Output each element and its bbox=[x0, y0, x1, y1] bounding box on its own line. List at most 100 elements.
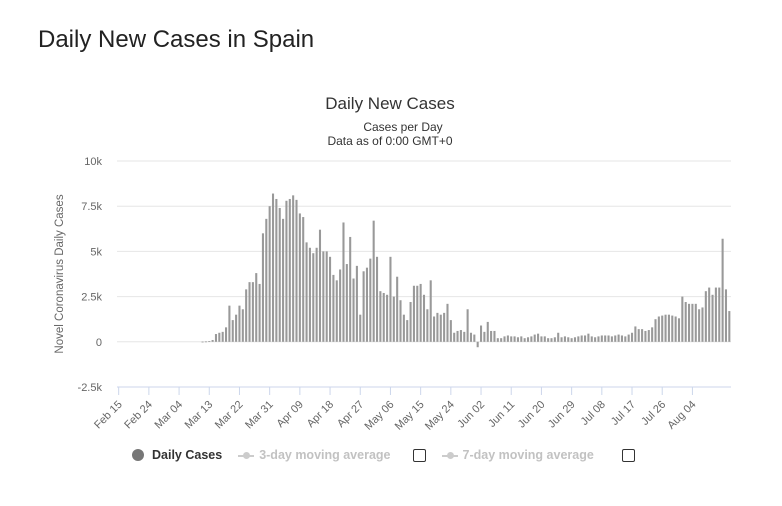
bar-daily-cases[interactable] bbox=[547, 338, 550, 342]
bar-daily-cases[interactable] bbox=[647, 330, 650, 342]
bar-daily-cases[interactable] bbox=[573, 337, 577, 342]
bar-daily-cases[interactable] bbox=[533, 334, 536, 342]
bar-daily-cases[interactable] bbox=[456, 330, 459, 342]
bar-daily-cases[interactable] bbox=[486, 321, 489, 342]
bar-daily-cases[interactable] bbox=[506, 335, 509, 342]
bar-daily-cases[interactable] bbox=[473, 334, 476, 342]
bar-daily-cases[interactable] bbox=[483, 331, 486, 342]
bar-daily-cases[interactable] bbox=[728, 311, 731, 342]
bar-daily-cases[interactable] bbox=[409, 302, 412, 342]
bar-daily-cases[interactable] bbox=[214, 334, 218, 342]
legend-item-7-day-average[interactable]: 7-day moving average bbox=[441, 448, 594, 462]
bar-daily-cases[interactable] bbox=[241, 309, 244, 342]
bar-daily-cases[interactable] bbox=[422, 294, 426, 342]
legend-item-3-day-average[interactable]: 3-day moving average bbox=[238, 448, 391, 462]
bar-daily-cases[interactable] bbox=[208, 341, 211, 342]
bar-daily-cases[interactable] bbox=[258, 283, 261, 342]
bar-daily-cases[interactable] bbox=[228, 305, 231, 342]
bar-daily-cases[interactable] bbox=[671, 315, 674, 342]
bar-daily-cases[interactable] bbox=[704, 291, 707, 342]
bar-daily-cases[interactable] bbox=[664, 314, 667, 342]
bar-daily-cases[interactable] bbox=[201, 341, 204, 343]
bar-daily-cases[interactable] bbox=[265, 218, 268, 342]
bar-daily-cases[interactable] bbox=[318, 229, 322, 342]
bar-daily-cases[interactable] bbox=[651, 327, 654, 342]
bar-daily-cases[interactable] bbox=[634, 326, 637, 342]
bar-daily-cases[interactable] bbox=[352, 278, 355, 342]
bar-daily-cases[interactable] bbox=[466, 309, 469, 342]
bar-daily-cases[interactable] bbox=[584, 335, 587, 342]
bar-daily-cases[interactable] bbox=[563, 336, 566, 342]
bar-daily-cases[interactable] bbox=[550, 338, 553, 342]
bar-daily-cases[interactable] bbox=[389, 256, 392, 342]
bar-daily-cases[interactable] bbox=[523, 338, 526, 342]
bar-daily-cases[interactable] bbox=[459, 330, 462, 342]
bar-daily-cases[interactable] bbox=[332, 274, 335, 342]
bar-daily-cases[interactable] bbox=[567, 337, 570, 342]
bar-daily-cases[interactable] bbox=[365, 267, 368, 342]
bar-daily-cases[interactable] bbox=[443, 312, 446, 342]
bar-daily-cases[interactable] bbox=[342, 222, 345, 342]
bar-daily-cases[interactable] bbox=[714, 287, 717, 342]
bar-daily-cases[interactable] bbox=[429, 280, 432, 342]
bar-daily-cases[interactable] bbox=[641, 329, 644, 342]
bar-daily-cases[interactable] bbox=[382, 292, 385, 342]
bar-daily-cases[interactable] bbox=[557, 332, 560, 342]
bar-daily-cases[interactable] bbox=[681, 296, 684, 342]
bar-daily-cases[interactable] bbox=[627, 334, 630, 342]
bar-daily-cases[interactable] bbox=[688, 303, 691, 342]
bar-daily-cases[interactable] bbox=[711, 294, 714, 342]
bar-daily-cases[interactable] bbox=[406, 320, 409, 342]
bar-daily-cases[interactable] bbox=[255, 273, 258, 342]
bar-daily-cases[interactable] bbox=[496, 338, 499, 342]
bar-daily-cases[interactable] bbox=[251, 282, 254, 342]
bar-daily-cases[interactable] bbox=[597, 336, 600, 342]
bar-daily-cases[interactable] bbox=[677, 318, 681, 342]
bar-daily-cases[interactable] bbox=[238, 305, 241, 342]
bar-daily-cases[interactable] bbox=[248, 282, 251, 342]
bar-daily-cases[interactable] bbox=[520, 336, 523, 342]
bar-daily-cases[interactable] bbox=[526, 337, 530, 342]
bar-daily-cases[interactable] bbox=[718, 287, 721, 342]
bar-daily-cases[interactable] bbox=[463, 331, 466, 342]
bar-daily-cases[interactable] bbox=[419, 283, 422, 342]
bar-daily-cases[interactable] bbox=[298, 213, 301, 342]
bar-daily-cases[interactable] bbox=[513, 336, 516, 342]
bar-daily-cases[interactable] bbox=[490, 330, 493, 342]
bar-daily-cases[interactable] bbox=[516, 337, 519, 342]
bar-daily-cases[interactable] bbox=[355, 265, 358, 342]
bar-daily-cases[interactable] bbox=[235, 314, 238, 342]
bar-daily-cases[interactable] bbox=[416, 285, 419, 342]
bar-daily-cases[interactable] bbox=[530, 336, 533, 342]
bar-daily-cases[interactable] bbox=[369, 258, 372, 342]
bar-daily-cases[interactable] bbox=[245, 289, 248, 342]
bar-daily-cases[interactable] bbox=[630, 332, 634, 342]
bar-daily-cases[interactable] bbox=[231, 320, 234, 342]
bar-daily-cases[interactable] bbox=[654, 319, 657, 342]
bar-daily-cases[interactable] bbox=[657, 316, 660, 342]
bar-daily-cases[interactable] bbox=[399, 300, 402, 342]
legend-item-daily-cases[interactable]: Daily Cases bbox=[132, 448, 222, 462]
bar-daily-cases[interactable] bbox=[349, 236, 352, 342]
bar-daily-cases[interactable] bbox=[412, 285, 415, 342]
bar-daily-cases[interactable] bbox=[204, 341, 207, 343]
bar-daily-cases[interactable] bbox=[500, 338, 503, 342]
bar-daily-cases[interactable] bbox=[325, 251, 328, 342]
bar-daily-cases[interactable] bbox=[661, 315, 664, 342]
bar-daily-cases[interactable] bbox=[433, 316, 436, 342]
bar-daily-cases[interactable] bbox=[553, 337, 556, 342]
bar-daily-cases[interactable] bbox=[684, 302, 687, 342]
bar-daily-cases[interactable] bbox=[721, 238, 724, 342]
bar-daily-cases[interactable] bbox=[698, 309, 701, 342]
bar-daily-cases[interactable] bbox=[543, 336, 546, 342]
bar-daily-cases[interactable] bbox=[295, 199, 298, 342]
bar-daily-cases[interactable] bbox=[426, 309, 429, 342]
bar-daily-cases[interactable] bbox=[308, 247, 311, 342]
bar-daily-cases[interactable] bbox=[436, 312, 439, 342]
bar-daily-cases[interactable] bbox=[600, 335, 603, 342]
bar-daily-cases[interactable] bbox=[372, 220, 375, 342]
bar-daily-cases[interactable] bbox=[271, 193, 275, 342]
bar-daily-cases[interactable] bbox=[620, 335, 623, 342]
bar-daily-cases[interactable] bbox=[510, 336, 513, 342]
bar-daily-cases[interactable] bbox=[637, 329, 640, 342]
